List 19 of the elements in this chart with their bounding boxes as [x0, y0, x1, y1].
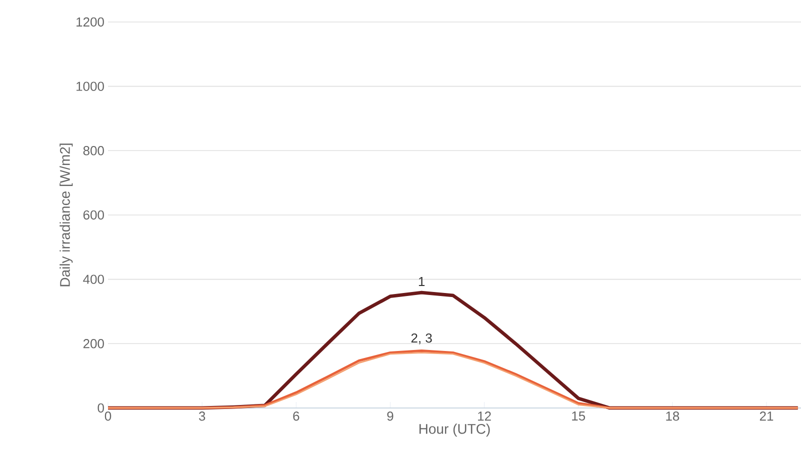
- x-tick-label: 18: [666, 412, 680, 421]
- y-tick-label: 600: [83, 210, 104, 220]
- x-tick-label: 6: [293, 412, 300, 421]
- annotation: 1: [418, 277, 425, 286]
- x-tick-label: 9: [387, 412, 394, 421]
- x-tick-label: 15: [572, 412, 586, 421]
- y-tick-label: 1200: [76, 17, 104, 27]
- x-tick-label: 21: [760, 412, 774, 421]
- y-tick-label: 1000: [76, 82, 104, 91]
- x-axis-title: Hour (UTC): [419, 424, 490, 437]
- y-tick-label: 400: [83, 274, 104, 284]
- y-tick-label: 800: [83, 146, 104, 156]
- x-tick-label: 12: [478, 412, 491, 421]
- x-tick-label: 0: [104, 412, 112, 421]
- y-axis-title: Daily irradiance [W/m2]: [60, 144, 73, 286]
- annotation: 2, 3: [411, 333, 432, 344]
- x-tick-label: 3: [198, 412, 206, 421]
- y-tick-label: 0: [98, 403, 104, 413]
- y-tick-label: 200: [83, 339, 104, 348]
